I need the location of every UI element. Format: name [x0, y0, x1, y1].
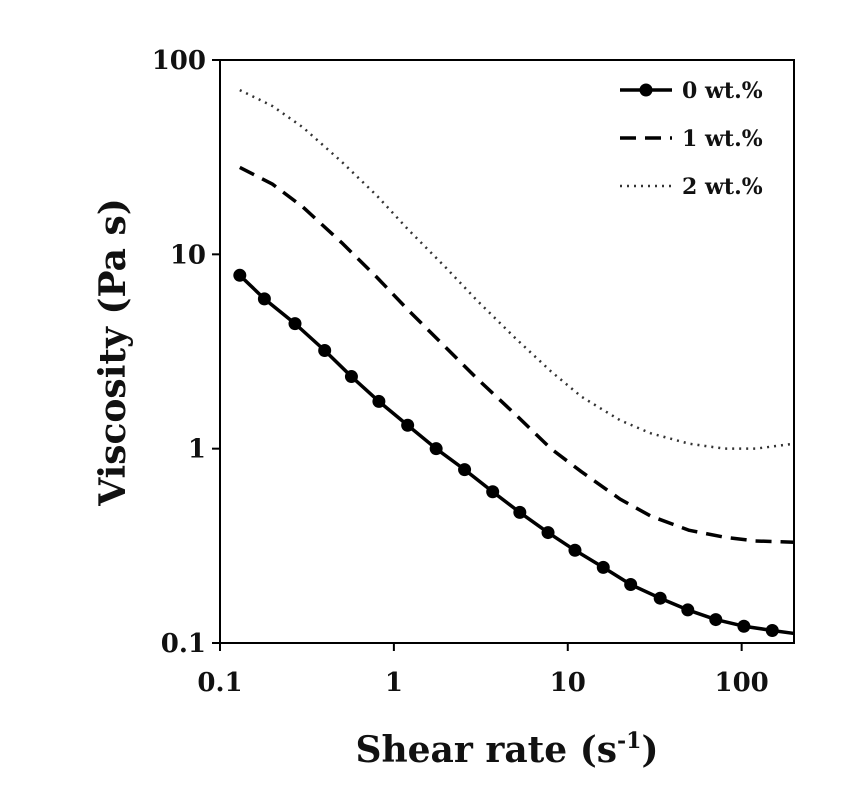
- data-point: [318, 343, 332, 357]
- data-point: [233, 268, 247, 282]
- data-point: [429, 442, 443, 456]
- legend-label: 0 wt.%: [682, 78, 763, 104]
- y-tick-label: 1: [188, 435, 206, 465]
- data-point: [344, 370, 358, 384]
- data-point: [737, 619, 751, 633]
- data-point: [372, 394, 386, 408]
- y-tick-label: 0.1: [161, 629, 206, 659]
- legend-label: 2 wt.%: [682, 174, 763, 200]
- x-axis-title-main: Shear rate (s: [355, 729, 617, 771]
- x-axis-title: Shear rate (s-1): [355, 728, 658, 771]
- data-point: [568, 543, 582, 557]
- data-point: [681, 603, 695, 617]
- data-point: [765, 623, 779, 637]
- plot-area: [219, 59, 795, 644]
- data-point: [486, 485, 500, 499]
- series-line: [239, 165, 795, 544]
- data-point: [257, 292, 271, 306]
- data-point: [288, 317, 302, 331]
- x-axis-title-superscript: -1: [617, 728, 641, 754]
- data-point: [596, 560, 610, 574]
- y-axis-title: Viscosity (Pa s): [92, 198, 134, 507]
- y-tick-label: 10: [170, 240, 206, 270]
- legend-item: 0 wt.%: [620, 78, 763, 104]
- x-tick-label: 1: [385, 668, 403, 698]
- data-point: [709, 613, 723, 627]
- x-tick-label: 10: [550, 668, 586, 698]
- data-point: [513, 505, 527, 519]
- x-tick-label: 0.1: [197, 668, 242, 698]
- series-1: [239, 165, 795, 544]
- legend-item: 2 wt.%: [620, 174, 763, 200]
- data-point: [458, 463, 472, 477]
- data-point: [541, 526, 555, 540]
- series-layer: [233, 88, 795, 637]
- data-point: [624, 577, 638, 591]
- legend: 0 wt.% 1 wt.% 2 wt.%: [620, 78, 763, 200]
- series-0: [233, 268, 795, 637]
- tick-layer: 0.1 1 10 100 0.1 1 10 100: [152, 46, 769, 698]
- data-point: [401, 418, 415, 432]
- legend-marker: [639, 83, 653, 97]
- legend-label: 1 wt.%: [682, 126, 763, 152]
- legend-item: 1 wt.%: [620, 126, 763, 152]
- y-tick-label: 100: [152, 46, 206, 76]
- x-tick-label: 100: [715, 668, 769, 698]
- x-axis-title-close: ): [641, 729, 658, 771]
- data-point: [653, 591, 667, 605]
